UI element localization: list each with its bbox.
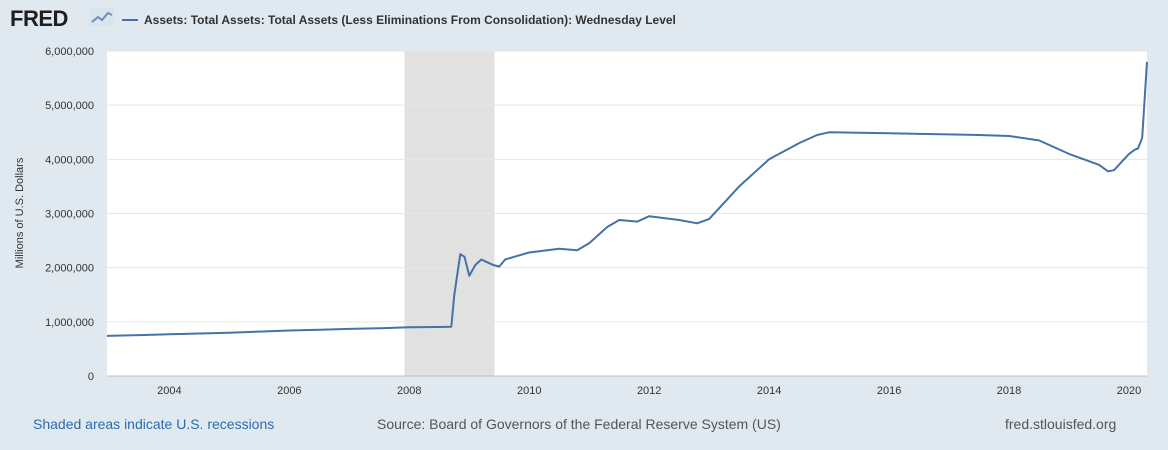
- x-tick-label: 2012: [637, 385, 661, 397]
- fred-logo-graph-icon: [90, 8, 114, 26]
- source-note: Source: Board of Governors of the Federa…: [377, 416, 781, 432]
- y-tick-label: 0: [88, 371, 94, 383]
- x-tick-label: 2010: [517, 385, 541, 397]
- x-tick-label: 2018: [997, 385, 1021, 397]
- y-axis-label: Millions of U.S. Dollars: [14, 157, 26, 268]
- y-tick-label: 2,000,000: [45, 263, 94, 275]
- y-tick-label: 5,000,000: [45, 100, 94, 112]
- y-tick-label: 3,000,000: [45, 209, 94, 221]
- x-tick-label: 2008: [397, 385, 421, 397]
- legend-series-label: Assets: Total Assets: Total Assets (Less…: [144, 13, 676, 27]
- x-tick-label: 2020: [1117, 385, 1141, 397]
- y-tick-label: 4,000,000: [45, 154, 94, 166]
- fred-site-link[interactable]: fred.stlouisfed.org: [1005, 416, 1117, 432]
- x-tick-label: 2016: [877, 385, 901, 397]
- y-tick-label: 6,000,000: [45, 46, 94, 58]
- y-tick-label: 1,000,000: [45, 317, 94, 329]
- x-tick-label: 2004: [157, 385, 181, 397]
- fred-logo[interactable]: FRED: [10, 6, 68, 31]
- legend-series-swatch: [122, 19, 138, 21]
- x-tick-label: 2014: [757, 385, 781, 397]
- chart: 0 1,000,000 2,000,000 3,000,000 4,000,000 5,0…: [14, 46, 1148, 397]
- series-line[interactable]: [106, 61, 1148, 337]
- x-tick-label: 2006: [277, 385, 301, 397]
- chart-legend[interactable]: Assets: Total Assets: Total Assets (Less…: [122, 13, 676, 27]
- recession-note-link[interactable]: Shaded areas indicate U.S. recessions: [33, 416, 275, 432]
